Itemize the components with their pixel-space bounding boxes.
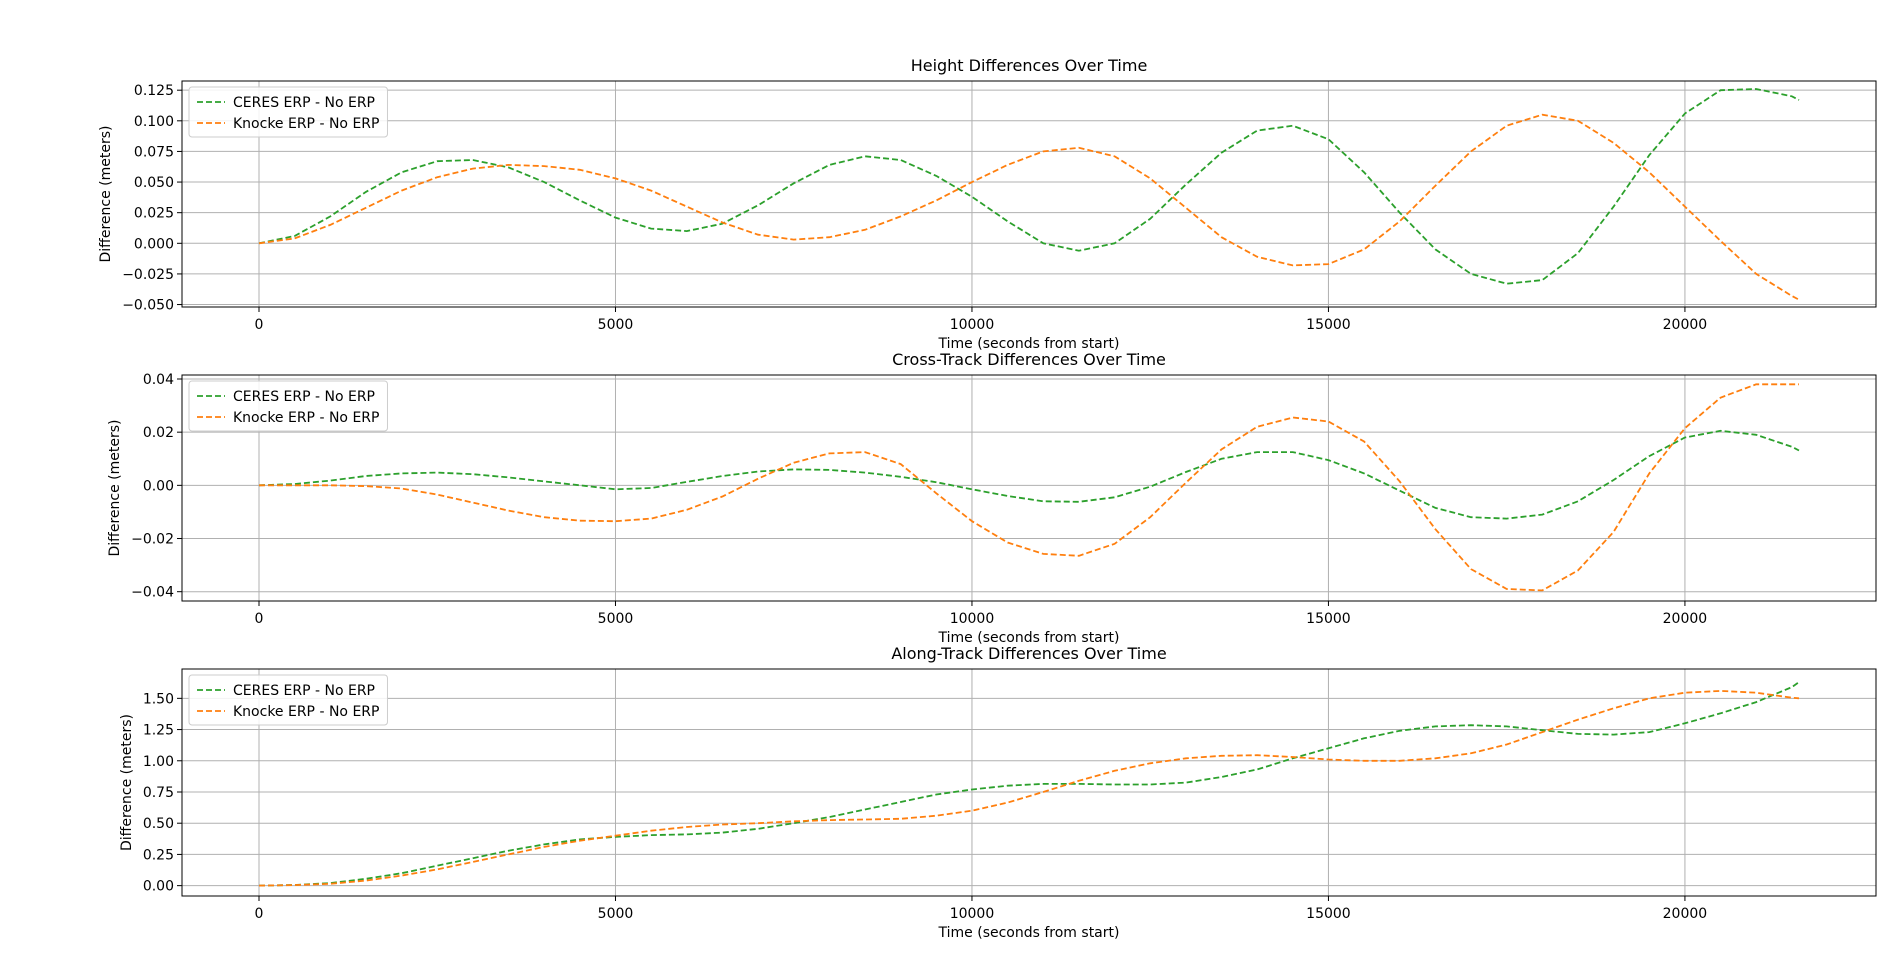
height-axes-frame xyxy=(181,80,1877,308)
along-track-panel: 0 5000 10000 15000 20000 0.00 0.25 0.50 0.75 1.00… xyxy=(119,644,1877,941)
height-legend-label-knocke: Knocke ERP - No ERP xyxy=(233,116,379,132)
cross-track-y-tick-label: −0.04 xyxy=(131,585,174,601)
cross-track-axes-frame xyxy=(181,374,1877,602)
along-track-y-tick-label: 0.00 xyxy=(143,879,174,895)
height-y-tick-label: −0.025 xyxy=(122,267,174,283)
along-track-x-tick-label: 0 xyxy=(255,906,264,922)
along-track-y-tick-label: 0.25 xyxy=(143,847,174,863)
height-series-line-ceres xyxy=(258,88,1800,285)
along-track-series-line-knocke xyxy=(258,689,1800,887)
height-y-axis-label: Difference (meters) xyxy=(98,126,114,263)
height-y-tick-label: 0.050 xyxy=(134,175,174,191)
height-y-tick-label: 0.100 xyxy=(134,114,174,130)
height-x-tick-label: 0 xyxy=(255,317,264,333)
along-track-y-tick-label: 0.50 xyxy=(143,816,174,832)
cross-track-x-tick-label: 0 xyxy=(255,611,264,627)
cross-track-panel: 0 5000 10000 15000 20000 −0.04 −0.02 0.00 0.02 0.… xyxy=(107,350,1877,646)
cross-track-chart-title: Cross-Track Differences Over Time xyxy=(892,350,1166,369)
along-track-x-axis-label: Time (seconds from start) xyxy=(938,925,1120,941)
height-x-tick-label: 20000 xyxy=(1663,317,1708,333)
cross-track-y-tick-label: 0.00 xyxy=(143,478,174,494)
cross-track-y-tick-label: 0.02 xyxy=(143,425,174,441)
cross-track-legend-box xyxy=(188,380,388,432)
cross-track-y-tick-label: −0.02 xyxy=(131,532,174,548)
along-track-x-tick-label: 10000 xyxy=(950,906,995,922)
along-track-legend: CERES ERP - No ERP Knocke ERP - No ERP xyxy=(188,674,388,726)
cross-track-legend-label-knocke: Knocke ERP - No ERP xyxy=(233,410,379,426)
height-panel: 0 5000 10000 15000 20000 −0.050 −0.025 0.000 0.0… xyxy=(98,56,1877,352)
height-y-tick-label: 0.075 xyxy=(134,144,174,160)
cross-track-series-line-ceres xyxy=(258,429,1800,520)
height-legend-label-ceres: CERES ERP - No ERP xyxy=(233,95,375,111)
along-track-y-tick-label: 0.75 xyxy=(143,785,174,801)
height-y-tick-label: 0.025 xyxy=(134,206,174,222)
height-x-tick-label: 10000 xyxy=(950,317,995,333)
along-track-y-tick-label: 1.00 xyxy=(143,754,174,770)
along-track-x-tick-label: 20000 xyxy=(1663,906,1708,922)
along-track-legend-label-knocke: Knocke ERP - No ERP xyxy=(233,704,379,720)
height-chart-title: Height Differences Over Time xyxy=(911,56,1148,75)
cross-track-series-line-knocke xyxy=(259,383,1799,592)
along-track-x-tick-label: 15000 xyxy=(1306,906,1351,922)
cross-track-x-tick-label: 20000 xyxy=(1663,611,1708,627)
along-track-y-axis-label: Difference (meters) xyxy=(119,714,135,851)
along-track-series-line-ceres xyxy=(258,681,1800,887)
height-x-tick-label: 5000 xyxy=(598,317,634,333)
cross-track-x-axis-label: Time (seconds from start) xyxy=(938,630,1120,646)
height-legend: CERES ERP - No ERP Knocke ERP - No ERP xyxy=(188,86,388,138)
height-series-line-knocke xyxy=(258,113,1800,301)
along-track-chart-title: Along-Track Differences Over Time xyxy=(891,644,1166,663)
height-y-tick-label: 0.000 xyxy=(134,236,174,252)
height-y-tick-label: 0.125 xyxy=(134,83,174,99)
along-track-y-tick-label: 1.50 xyxy=(143,691,174,707)
cross-track-x-tick-label: 10000 xyxy=(950,611,995,627)
along-track-legend-box xyxy=(188,674,388,726)
along-track-x-tick-label: 5000 xyxy=(598,906,634,922)
along-track-axes-frame xyxy=(181,668,1877,897)
along-track-legend-label-ceres: CERES ERP - No ERP xyxy=(233,683,375,699)
cross-track-y-axis-label: Difference (meters) xyxy=(107,420,123,557)
cross-track-legend-label-ceres: CERES ERP - No ERP xyxy=(233,389,375,405)
height-legend-box xyxy=(188,86,388,138)
cross-track-y-tick-label: 0.04 xyxy=(143,372,174,388)
cross-track-x-tick-label: 5000 xyxy=(598,611,634,627)
along-track-y-tick-label: 1.25 xyxy=(143,723,174,739)
cross-track-x-tick-label: 15000 xyxy=(1306,611,1351,627)
height-y-tick-label: −0.050 xyxy=(122,298,174,314)
height-x-axis-label: Time (seconds from start) xyxy=(938,336,1120,352)
cross-track-legend: CERES ERP - No ERP Knocke ERP - No ERP xyxy=(188,380,388,432)
height-x-tick-label: 15000 xyxy=(1306,317,1351,333)
